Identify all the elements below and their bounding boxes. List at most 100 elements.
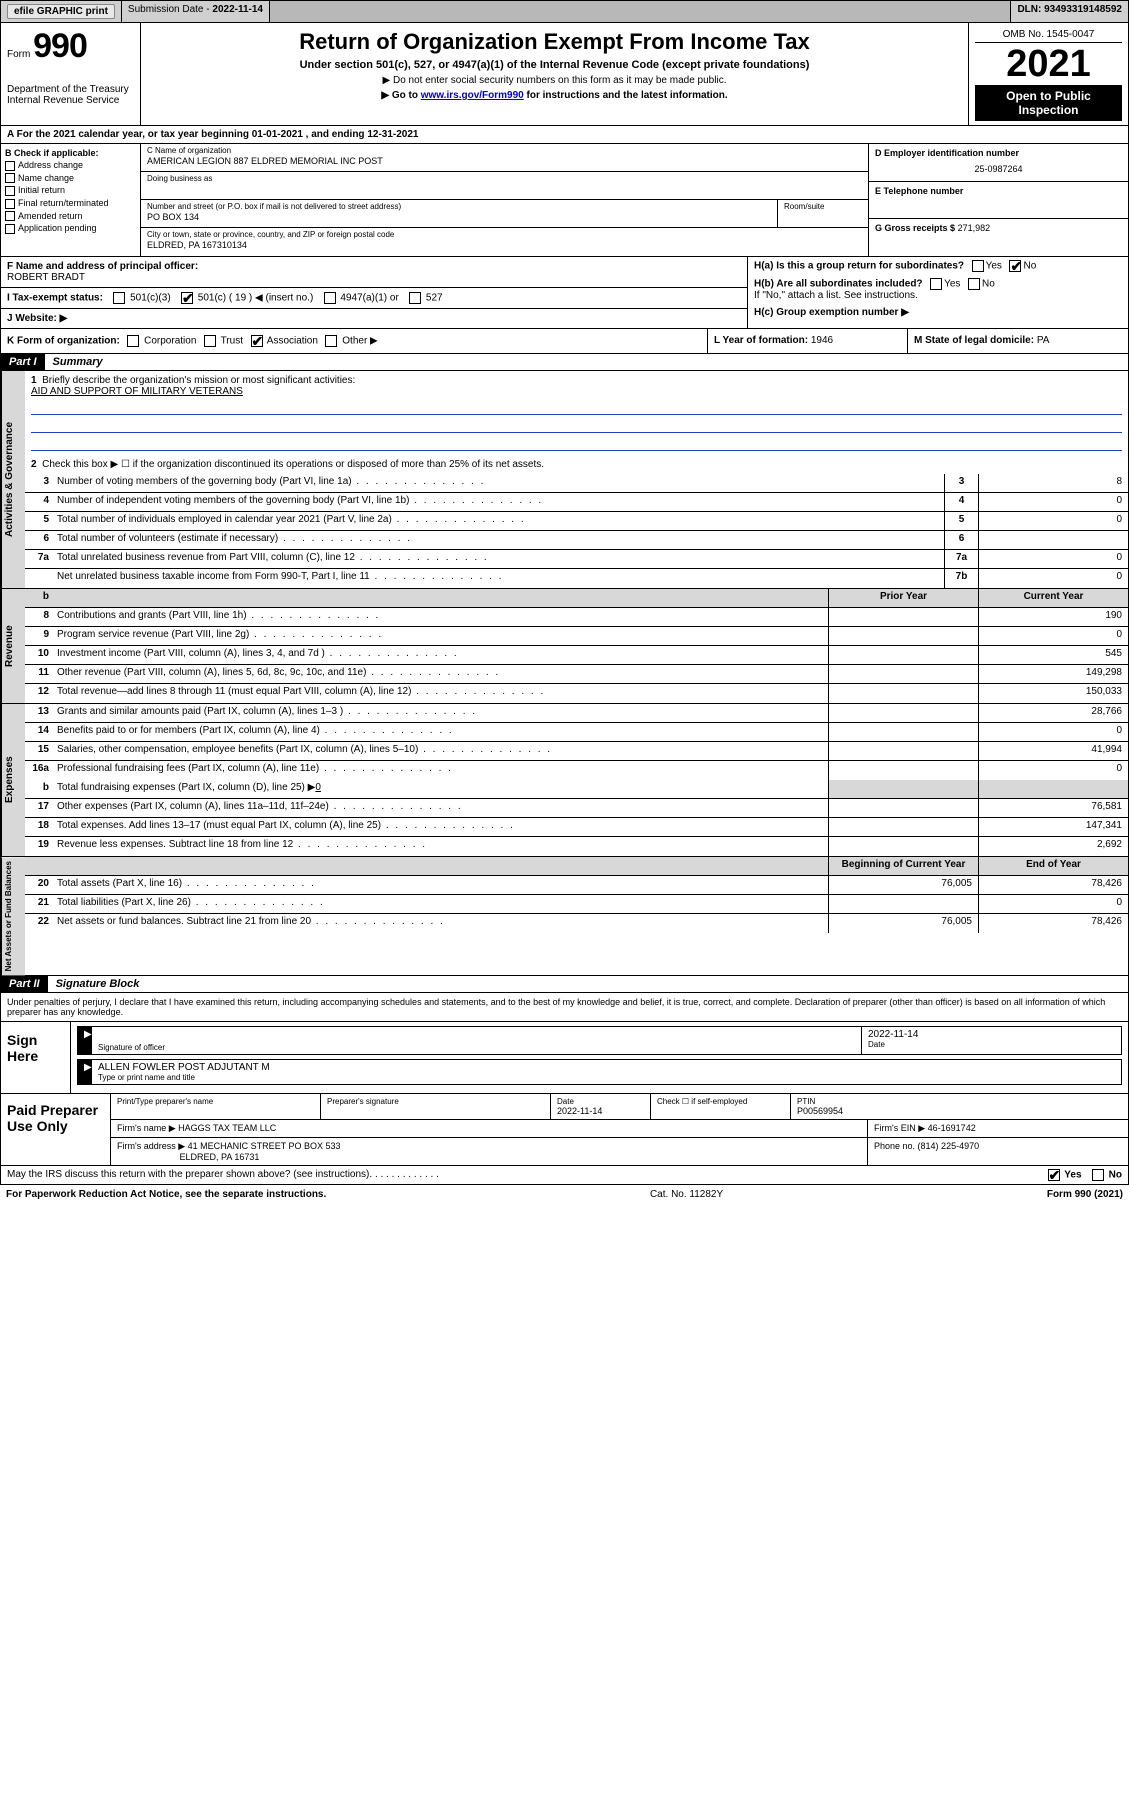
row-klm: K Form of organization: Corporation Trus… xyxy=(0,329,1129,354)
row-box: 3 xyxy=(944,474,978,492)
prep-date: 2022-11-14 xyxy=(557,1106,602,1116)
firm-name-cell: Firm's name ▶ HAGGS TAX TEAM LLC xyxy=(111,1120,868,1137)
sig-line-1: ▶ Signature of officer 2022-11-14 Date xyxy=(77,1026,1122,1055)
section-netassets: Net Assets or Fund Balances Beginning of… xyxy=(0,857,1129,976)
row-current: 41,994 xyxy=(978,742,1128,760)
prep-date-cell: Date2022-11-14 xyxy=(551,1094,651,1119)
line-16b: b Total fundraising expenses (Part IX, c… xyxy=(25,780,1128,799)
row-box: 7b xyxy=(944,569,978,588)
firm-addr2: ELDRED, PA 16731 xyxy=(180,1152,260,1162)
gross-value: 271,982 xyxy=(958,223,991,233)
data-row: 12Total revenue—add lines 8 through 11 (… xyxy=(25,684,1128,703)
discuss-dots: . . . . . . . . . . . . . xyxy=(369,1169,438,1181)
row-num: 15 xyxy=(25,742,53,760)
row-current: 545 xyxy=(978,646,1128,664)
row-val: 0 xyxy=(978,512,1128,530)
m-label: M State of legal domicile: xyxy=(914,335,1037,346)
instr2-pre: ▶ Go to xyxy=(381,90,420,101)
chk-final-return[interactable]: Final return/terminated xyxy=(5,198,136,209)
i-label: I Tax-exempt status: xyxy=(7,293,103,304)
row-num: 10 xyxy=(25,646,53,664)
data-row: 9Program service revenue (Part VIII, lin… xyxy=(25,627,1128,646)
chk-name-change[interactable]: Name change xyxy=(5,173,136,184)
block-fhij: F Name and address of principal officer:… xyxy=(0,257,1129,329)
chk-hb-no[interactable] xyxy=(968,278,980,290)
chk-527[interactable] xyxy=(409,292,421,304)
lbl-yes: Yes xyxy=(1064,1170,1081,1181)
chk-501c[interactable] xyxy=(181,292,193,304)
chk-label: Final return/terminated xyxy=(18,198,109,208)
street-cell: Number and street (or P.O. box if mail i… xyxy=(141,200,778,227)
lbl-yes: Yes xyxy=(986,261,1002,272)
firm-phone: (814) 225-4970 xyxy=(918,1141,980,1151)
form-subtitle: Under section 501(c), 527, or 4947(a)(1)… xyxy=(147,59,962,71)
header-left: Form 990 Department of the Treasury Inte… xyxy=(1,23,141,125)
row-val xyxy=(978,531,1128,549)
chk-amended-return[interactable]: Amended return xyxy=(5,211,136,222)
footer-right: Form 990 (2021) xyxy=(1047,1189,1123,1200)
row-prior xyxy=(828,723,978,741)
gov-row: 6Total number of volunteers (estimate if… xyxy=(25,531,1128,550)
chk-address-change[interactable]: Address change xyxy=(5,160,136,171)
prior-year-hdr: Prior Year xyxy=(828,589,978,607)
row-desc: Total expenses. Add lines 13–17 (must eq… xyxy=(53,818,828,836)
instructions-link[interactable]: www.irs.gov/Form990 xyxy=(421,90,524,101)
line16b-current xyxy=(978,780,1128,798)
l-value: 1946 xyxy=(811,335,833,346)
row-num xyxy=(25,569,53,588)
row-ha: H(a) Is this a group return for subordin… xyxy=(748,257,1128,275)
sig-arrow-icon: ▶ xyxy=(78,1060,92,1084)
chk-ha-no[interactable] xyxy=(1009,260,1021,272)
footer-right-form: 990 xyxy=(1075,1189,1092,1200)
chk-ha-yes[interactable] xyxy=(972,260,984,272)
gov-row: Net unrelated business taxable income fr… xyxy=(25,569,1128,588)
chk-initial-return[interactable]: Initial return xyxy=(5,185,136,196)
efile-button[interactable]: efile GRAPHIC print xyxy=(7,4,115,19)
exp-body: 13Grants and similar amounts paid (Part … xyxy=(25,704,1128,856)
lbl-no: No xyxy=(1023,261,1036,272)
gov-row: 4Number of independent voting members of… xyxy=(25,493,1128,512)
col-b-header: B Check if applicable: xyxy=(5,148,136,158)
data-row: 8Contributions and grants (Part VIII, li… xyxy=(25,608,1128,627)
chk-trust[interactable] xyxy=(204,335,216,347)
chk-discuss-yes[interactable] xyxy=(1048,1169,1060,1181)
row-prior: 76,005 xyxy=(828,876,978,894)
row-num: 14 xyxy=(25,723,53,741)
chk-other[interactable] xyxy=(325,335,337,347)
open-public-badge: Open to Public Inspection xyxy=(975,85,1122,121)
chk-label: Initial return xyxy=(18,185,65,195)
entity-block: B Check if applicable: Address change Na… xyxy=(0,144,1129,257)
row-prior xyxy=(828,895,978,913)
chk-label: Name change xyxy=(18,173,74,183)
line2-text: Check this box ▶ ☐ if the organization d… xyxy=(42,459,544,470)
chk-501c3[interactable] xyxy=(113,292,125,304)
row-desc: Total number of individuals employed in … xyxy=(53,512,944,530)
ein-row: D Employer identification number 25-0987… xyxy=(869,144,1128,182)
page-footer: For Paperwork Reduction Act Notice, see … xyxy=(0,1185,1129,1204)
data-row: 13Grants and similar amounts paid (Part … xyxy=(25,704,1128,723)
row-desc: Professional fundraising fees (Part IX, … xyxy=(53,761,828,780)
row-val: 8 xyxy=(978,474,1128,492)
paid-label: Paid Preparer Use Only xyxy=(1,1094,111,1165)
chk-discuss-no[interactable] xyxy=(1092,1169,1104,1181)
paid-preparer-block: Paid Preparer Use Only Print/Type prepar… xyxy=(0,1094,1129,1166)
row-desc: Total number of volunteers (estimate if … xyxy=(53,531,944,549)
row-current: 78,426 xyxy=(978,914,1128,933)
line2-num: 2 xyxy=(31,459,37,470)
chk-application-pending[interactable]: Application pending xyxy=(5,223,136,234)
line16b-val: 0 xyxy=(315,782,321,793)
chk-4947[interactable] xyxy=(324,292,336,304)
footer-right-pre: Form xyxy=(1047,1189,1075,1200)
chk-label: Address change xyxy=(18,160,83,170)
chk-corp[interactable] xyxy=(127,335,139,347)
row-num: 22 xyxy=(25,914,53,933)
sig-arrow-icon: ▶ xyxy=(78,1027,92,1054)
mission-line xyxy=(31,419,1122,433)
row-num: 4 xyxy=(25,493,53,511)
row-prior xyxy=(828,627,978,645)
chk-assoc[interactable] xyxy=(251,335,263,347)
prep-date-label: Date xyxy=(557,1097,644,1106)
firm-addr1: 41 MECHANIC STREET PO BOX 533 xyxy=(188,1141,341,1151)
ein-value: 25-0987264 xyxy=(875,164,1122,174)
chk-hb-yes[interactable] xyxy=(930,278,942,290)
